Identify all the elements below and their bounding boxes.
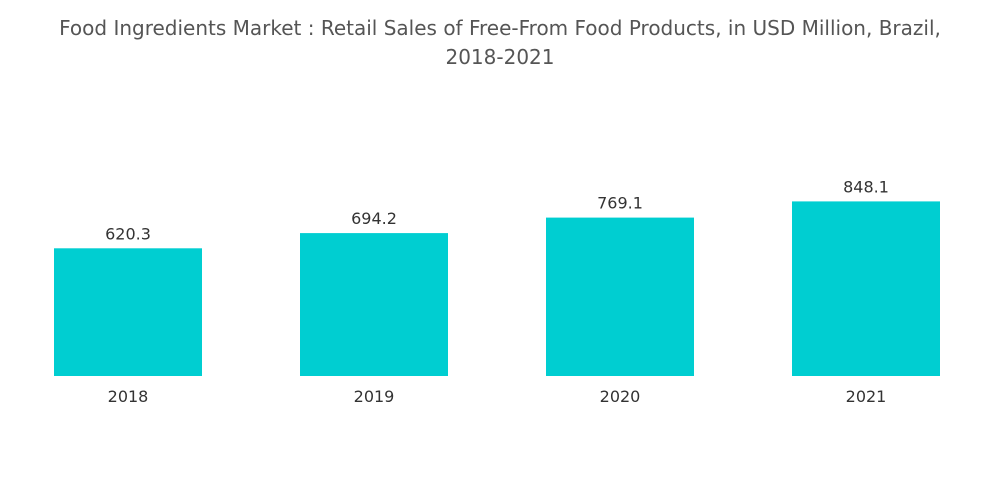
data-label-2019: 694.2: [351, 209, 397, 228]
bar-2021: [792, 201, 940, 376]
data-label-2018: 620.3: [105, 224, 151, 243]
chart-title-line-2: 2018-2021: [445, 45, 555, 69]
x-tick-label-2021: 2021: [846, 387, 887, 406]
bar-2019: [300, 233, 448, 376]
chart-title: Food Ingredients Market : Retail Sales o…: [0, 14, 1000, 72]
chart-title-line-1: Food Ingredients Market : Retail Sales o…: [59, 16, 941, 40]
bar-2018: [54, 248, 202, 376]
bar-2020: [546, 217, 694, 376]
x-tick-label-2020: 2020: [600, 387, 641, 406]
x-tick-label-2019: 2019: [354, 387, 395, 406]
x-tick-label-2018: 2018: [108, 387, 149, 406]
data-label-2021: 848.1: [843, 177, 889, 196]
data-label-2020: 769.1: [597, 194, 643, 213]
